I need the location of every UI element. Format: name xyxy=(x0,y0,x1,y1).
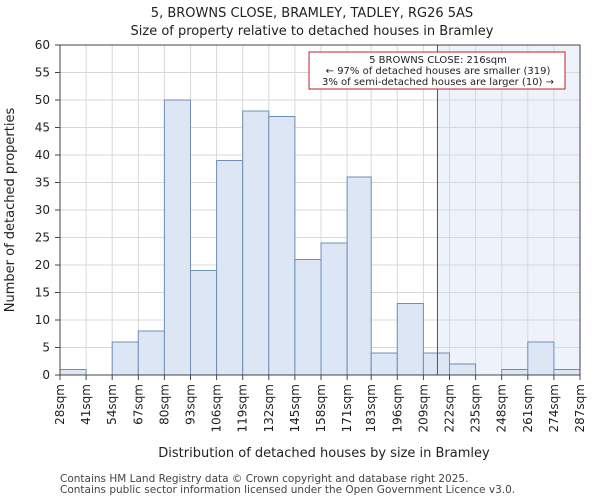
x-axis-title: Distribution of detached houses by size … xyxy=(158,446,490,461)
footer-licence: Contains public sector information licen… xyxy=(60,484,516,496)
histogram-bar xyxy=(242,110,270,376)
y-tick-label: 15 xyxy=(35,286,50,300)
histogram-bar xyxy=(111,341,139,376)
x-tick-label: 235sqm xyxy=(469,384,483,432)
x-tick-label: 274sqm xyxy=(547,384,561,432)
x-tick-label: 158sqm xyxy=(314,384,328,432)
chart-subtitle: Size of property relative to detached ho… xyxy=(131,24,494,39)
histogram-bar xyxy=(448,363,477,376)
x-tick-label: 67sqm xyxy=(131,384,145,425)
y-tick-label: 0 xyxy=(42,368,50,382)
x-tick-label: 54sqm xyxy=(105,384,119,425)
histogram-bar xyxy=(501,369,529,376)
y-tick-label: 5 xyxy=(42,341,50,355)
y-tick-label: 10 xyxy=(35,313,50,327)
annotation-line: ← 97% of detached houses are smaller (31… xyxy=(326,66,551,77)
chart-title: 5, BROWNS CLOSE, BRAMLEY, TADLEY, RG26 5… xyxy=(151,6,473,21)
x-tick-label: 287sqm xyxy=(573,384,587,432)
histogram-bar xyxy=(294,259,322,376)
histogram-bar xyxy=(268,116,296,376)
histogram-bar xyxy=(370,352,398,376)
y-tick-label: 60 xyxy=(35,38,50,52)
histogram-bar xyxy=(216,160,244,376)
histogram-bar xyxy=(396,303,424,376)
y-axis-title: Number of detached properties xyxy=(3,108,18,313)
x-tick-label: 209sqm xyxy=(416,384,430,432)
x-tick-label: 145sqm xyxy=(288,384,302,432)
x-tick-label: 183sqm xyxy=(364,384,378,432)
histogram-bar xyxy=(527,341,555,376)
footer-copyright: Contains HM Land Registry data © Crown c… xyxy=(60,473,469,485)
x-tick-label: 261sqm xyxy=(521,384,535,432)
x-tick-label: 196sqm xyxy=(390,384,404,432)
histogram-bar xyxy=(190,270,218,376)
y-tick-label: 50 xyxy=(35,93,50,107)
y-tick-label: 55 xyxy=(35,66,50,80)
y-tick-label: 30 xyxy=(35,203,50,217)
annotation-line: 3% of semi-detached houses are larger (1… xyxy=(322,77,554,88)
annotation-box xyxy=(308,51,566,90)
y-tick-label: 35 xyxy=(35,176,50,190)
histogram-bar xyxy=(553,369,581,376)
x-tick-label: 80sqm xyxy=(157,384,171,425)
histogram-bar xyxy=(163,99,192,376)
x-tick-label: 132sqm xyxy=(262,384,276,432)
y-tick-label: 45 xyxy=(35,121,50,135)
x-tick-label: 171sqm xyxy=(340,384,354,432)
histogram-bar xyxy=(346,176,372,376)
x-tick-label: 222sqm xyxy=(442,384,456,432)
histogram-bar xyxy=(320,242,348,376)
annotation-line: 5 BROWNS CLOSE: 216sqm xyxy=(369,55,507,66)
histogram-chart: 5, BROWNS CLOSE, BRAMLEY, TADLEY, RG26 5… xyxy=(3,6,587,461)
x-tick-label: 93sqm xyxy=(184,384,198,425)
y-tick-label: 25 xyxy=(35,231,50,245)
histogram-bar xyxy=(422,352,450,376)
histogram-bar xyxy=(59,369,87,376)
y-tick-label: 40 xyxy=(35,148,50,162)
y-tick-label: 20 xyxy=(35,258,50,272)
x-tick-label: 28sqm xyxy=(53,384,67,425)
histogram-bar xyxy=(137,330,165,376)
x-tick-label: 248sqm xyxy=(495,384,509,432)
x-tick-label: 119sqm xyxy=(236,384,250,432)
x-tick-label: 41sqm xyxy=(79,384,93,425)
x-tick-label: 106sqm xyxy=(210,384,224,432)
